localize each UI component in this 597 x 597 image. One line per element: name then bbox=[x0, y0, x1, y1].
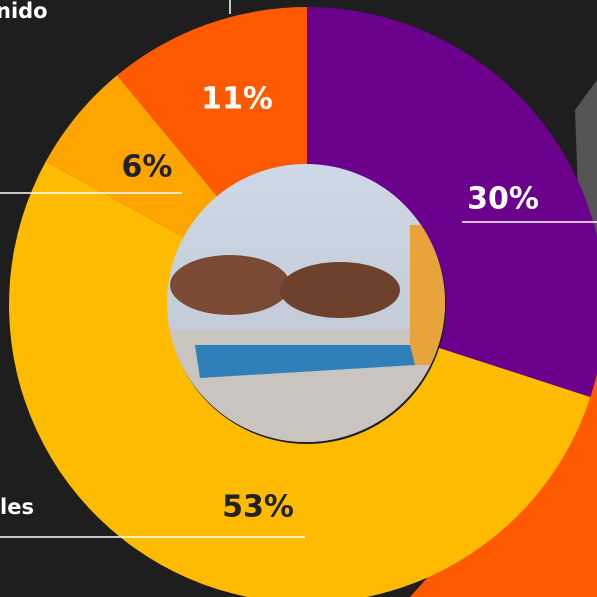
value-label: 53% bbox=[222, 490, 294, 525]
value-label: 30% bbox=[467, 182, 539, 217]
value-label: 6% bbox=[122, 150, 173, 185]
value-label: 11% bbox=[201, 82, 273, 117]
category-label: les bbox=[0, 495, 34, 519]
chart: 30% 53% les 6% 11% nido bbox=[0, 0, 597, 597]
category-label: nido bbox=[0, 0, 48, 23]
